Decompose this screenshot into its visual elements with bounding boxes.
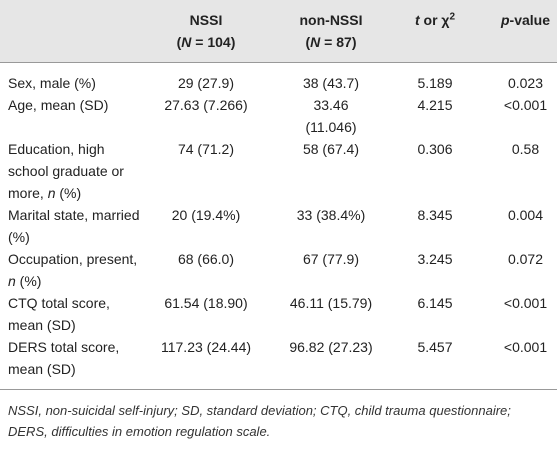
table-body: Sex, male (%) 29 (27.9) 38 (43.7) 5.189 0.02… [0,63,557,390]
table-cell: 0.58 [511,141,540,157]
header-text: -value [509,12,551,28]
label-text: Education, high school graduate or more, [8,141,124,201]
header-text: p [500,12,510,28]
table-cell: 3.245 [417,251,453,267]
table-cell: 6.145 [417,295,453,311]
table-cell: 4.215 [417,97,453,113]
footnote: NSSI, non-suicidal self-injury; SD, stan… [8,403,511,439]
table-cell: 68 (66.0) [177,251,235,267]
table-cell: 0.306 [417,141,453,157]
header-text: or χ [419,12,450,28]
table-cell: 117.23 (24.44) [152,336,260,390]
label-text: CTQ total score, mean (SD) [8,295,110,333]
table-cell: 58 (67.4) [302,141,360,157]
header-cell: p-value [468,0,557,63]
table-row: CTQ total score, mean (SD) 61.54 (18.90) 4… [0,292,557,336]
table-row: Occupation, present, n (%) 68 (66.0) 67 (7… [0,248,557,292]
label-text: Sex, male (%) [8,75,96,91]
table-cell: 61.54 (18.90) [164,295,248,311]
header-text: N [181,34,192,50]
row-label: Sex, male (%) [0,63,152,95]
row-label: Occupation, present, n (%) [0,248,152,292]
label-text: Occupation, present, [8,251,138,267]
label-text: DERS total score, mean (SD) [8,339,120,377]
table-cell: 0.072 [507,251,544,267]
table-cell: 96.82 (27.23) [260,336,402,390]
table-row: Age, mean (SD) 27.63 (7.266) 33.46 (11.046… [0,94,557,138]
row-label: Marital state, married (%) [0,204,152,248]
row-label: Age, mean (SD) [0,94,152,138]
label-text: Age, mean (SD) [8,97,109,113]
table-cell: <0.001 [468,336,557,390]
table-cell: 8.345 [417,207,453,223]
header-cell: t or χ2 [402,0,468,63]
header-text: non-NSSI [299,12,363,28]
label-text: (%) [55,185,82,201]
table-cell: 0.023 [507,75,544,91]
label-text: (%) [15,273,42,289]
table-cell: 33 (38.4%) [296,207,366,223]
label-text: n [47,185,56,201]
table-cell: 27.63 (7.266) [164,97,248,113]
header-cell: NSSI (N = 104) [152,0,260,63]
table-cell: 74 (71.2) [177,141,235,157]
table-row: Education, high school graduate or more,… [0,138,557,204]
header-text: N [310,34,321,50]
header-cell: non-NSSI (N = 87) [260,0,402,63]
row-label: Education, high school graduate or more,… [0,138,152,204]
table-cell: <0.001 [503,97,548,113]
label-text: Marital state, married (%) [8,207,140,245]
table-cell: 5.189 [417,75,453,91]
table-row: DERS total score, mean (SD) 117.23 (24.44… [0,336,557,390]
table-cell: 67 (77.9) [302,251,360,267]
header-text: t [414,12,420,28]
row-label: DERS total score, mean (SD) [0,336,152,390]
table-cell: 5.457 [402,336,468,390]
table-cell: 29 (27.9) [177,75,235,91]
header-text: ( [305,34,311,50]
label-text: n [8,273,16,289]
header-text: = 87) [320,34,357,50]
header-text: ( [176,34,182,50]
table-cell: 46.11 (15.79) [289,295,373,311]
header-text: 2 [449,11,456,23]
table-row: Sex, male (%) 29 (27.9) 38 (43.7) 5.189 0.02… [0,63,557,95]
table-row: Marital state, married (%) 20 (19.4%) 33 (… [0,204,557,248]
table-cell: 38 (43.7) [302,75,360,91]
header-text: = 104) [191,34,236,50]
table-cell: <0.001 [503,295,548,311]
data-table: NSSI (N = 104) non-NSSI (N = 87) t or χ2 p… [0,0,557,390]
header-cell [0,0,152,63]
table-header: NSSI (N = 104) non-NSSI (N = 87) t or χ2 p… [0,0,557,63]
row-label: CTQ total score, mean (SD) [0,292,152,336]
header-text: NSSI [189,12,223,28]
table-cell: 20 (19.4%) [171,207,241,223]
header-row: NSSI (N = 104) non-NSSI (N = 87) t or χ2 p… [0,0,557,63]
table-cell: 33.46 (11.046) [305,97,357,135]
table-cell: 0.004 [507,207,544,223]
